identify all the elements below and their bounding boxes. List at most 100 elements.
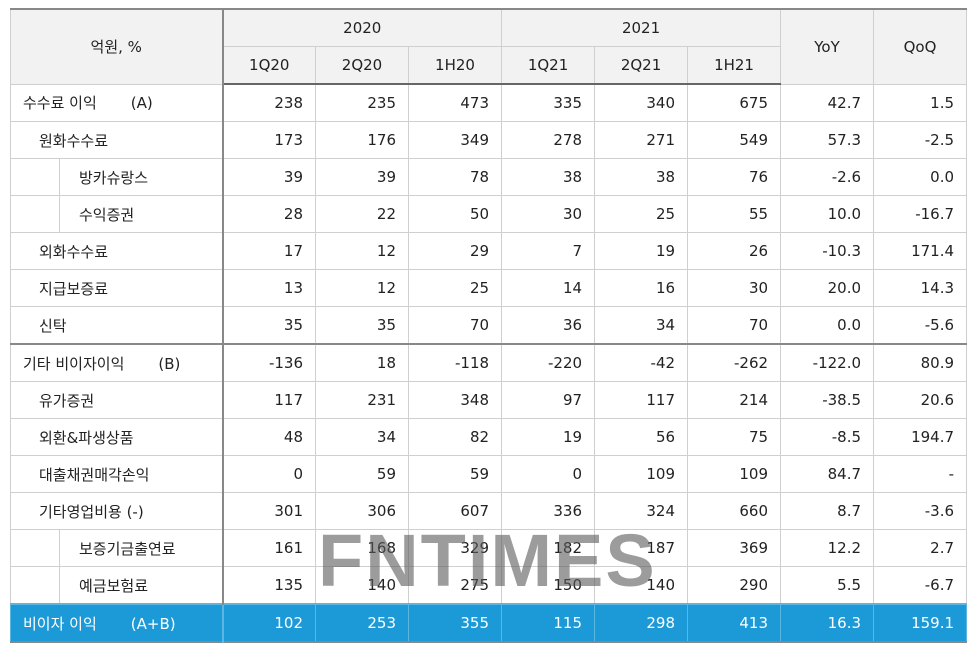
value-cell: 660: [687, 492, 782, 530]
row-label: 기타 비이자이익 (B): [10, 343, 224, 382]
value-cell: 340: [594, 83, 689, 122]
row-label: 외환&파생상품: [10, 418, 224, 456]
label-text: 대출채권매각손익: [39, 465, 150, 484]
label-text: 지급보증료: [39, 279, 109, 298]
value-cell: -136: [222, 343, 316, 382]
value-cell: 20.6: [873, 381, 968, 419]
value-cell: 271: [594, 121, 689, 159]
value-cell: 369: [687, 529, 782, 567]
value-cell: 324: [594, 492, 689, 530]
table-header: 억원, % 2020 2021 YoY QoQ 1Q20 2Q20 1H20 1Q21 2Q21 1…: [10, 8, 968, 85]
value-cell: 16: [594, 269, 689, 307]
value-cell: 355: [407, 603, 503, 643]
row-label: 지급보증료: [10, 269, 224, 307]
row-label: 외화수수료: [10, 232, 224, 270]
value-cell: 18: [315, 343, 409, 382]
value-cell: 25: [594, 195, 689, 233]
value-cell: 348: [407, 381, 503, 419]
value-cell: 2.7: [873, 529, 968, 567]
value-cell: 57.3: [780, 121, 875, 159]
value-cell: 115: [501, 603, 596, 643]
value-cell: 301: [222, 492, 316, 530]
value-cell: 38: [594, 158, 689, 196]
value-cell: 14.3: [873, 269, 968, 307]
value-cell: 117: [594, 381, 689, 419]
value-cell: 159.1: [873, 603, 968, 643]
table-row: 원화수수료 173 176 349 278 271 549 57.3 -2.5: [10, 121, 968, 159]
value-cell: -: [873, 455, 968, 493]
value-cell: 0.0: [873, 158, 968, 196]
value-cell: 336: [501, 492, 596, 530]
value-cell: 109: [594, 455, 689, 493]
table-row: 외화수수료 17 12 29 7 19 26 -10.3 171.4: [10, 232, 968, 270]
value-cell: 549: [687, 121, 782, 159]
label-tag: (A): [130, 94, 153, 113]
value-cell: 14: [501, 269, 596, 307]
value-cell: -2.5: [873, 121, 968, 159]
value-cell: -122.0: [780, 343, 875, 382]
table-row: 유가증권 117 231 348 97 117 214 -38.5 20.6: [10, 381, 968, 419]
value-cell: 34: [594, 306, 689, 345]
value-cell: 30: [687, 269, 782, 307]
label-text: 보증기금출연료: [79, 539, 176, 558]
label-text: 유가증권: [39, 391, 95, 410]
label-text: 외화수수료: [39, 242, 109, 261]
value-cell: 34: [315, 418, 409, 456]
label-tag: (B): [158, 354, 181, 373]
value-cell: 19: [594, 232, 689, 270]
header-row: 1Q20 2Q20 1H20 1Q21 2Q21 1H21: [11, 46, 967, 85]
value-cell: 59: [407, 455, 503, 493]
table-row: 기타 비이자이익 (B) -136 18 -118 -220 -42 -262 -122.0 80…: [10, 343, 968, 382]
value-cell: 29: [407, 232, 503, 270]
value-cell: -8.5: [780, 418, 875, 456]
value-cell: -42: [594, 343, 689, 382]
value-cell: 70: [407, 306, 503, 345]
value-cell: 135: [222, 566, 316, 605]
value-cell: 176: [315, 121, 409, 159]
value-cell: -5.6: [873, 306, 968, 345]
value-cell: 140: [315, 566, 409, 605]
value-cell: -262: [687, 343, 782, 382]
label-text: 기타영업비용 (-): [39, 502, 144, 521]
label-text: 외환&파생상품: [39, 428, 134, 447]
row-label: 보증기금출연료: [10, 529, 224, 567]
value-cell: 278: [501, 121, 596, 159]
value-cell: 173: [222, 121, 316, 159]
value-cell: 675: [687, 83, 782, 122]
value-cell: 0: [222, 455, 316, 493]
value-cell: 7: [501, 232, 596, 270]
table-body: 수수료 이익 (A) 238 235 473 335 340 675 42.7 1.5 원화수수료 1…: [10, 83, 968, 643]
value-cell: 25: [407, 269, 503, 307]
value-cell: 97: [501, 381, 596, 419]
value-cell: -3.6: [873, 492, 968, 530]
value-cell: 0: [501, 455, 596, 493]
value-cell: 42.7: [780, 83, 875, 122]
value-cell: -6.7: [873, 566, 968, 605]
value-cell: 109: [687, 455, 782, 493]
corner-cell: 억원, %: [10, 8, 224, 85]
table-row: 비이자 이익 (A+B) 102 253 355 115 298 413 16.3 159.1: [10, 603, 968, 643]
row-label: 신탁: [10, 306, 224, 345]
value-cell: 28: [222, 195, 316, 233]
row-label: 수수료 이익 (A): [10, 83, 224, 122]
label-text: 원화수수료: [39, 131, 109, 150]
value-cell: 235: [315, 83, 409, 122]
table-row: 대출채권매각손익 0 59 59 0 109 109 84.7-: [10, 455, 968, 493]
value-cell: 253: [315, 603, 409, 643]
value-cell: 161: [222, 529, 316, 567]
label-text: 비이자 이익: [23, 614, 97, 633]
period-header: 1H20: [407, 46, 503, 85]
row-label: 방카슈랑스: [10, 158, 224, 196]
value-cell: 275: [407, 566, 503, 605]
value-cell: 70: [687, 306, 782, 345]
value-cell: 171.4: [873, 232, 968, 270]
value-cell: 607: [407, 492, 503, 530]
value-cell: 20.0: [780, 269, 875, 307]
table-row: 방카슈랑스 39 39 78 38 38 76 -2.6 0.0: [10, 158, 968, 196]
value-cell: 5.5: [780, 566, 875, 605]
value-cell: 38: [501, 158, 596, 196]
value-cell: 75: [687, 418, 782, 456]
row-label: 비이자 이익 (A+B): [10, 603, 224, 643]
row-label: 대출채권매각손익: [10, 455, 224, 493]
